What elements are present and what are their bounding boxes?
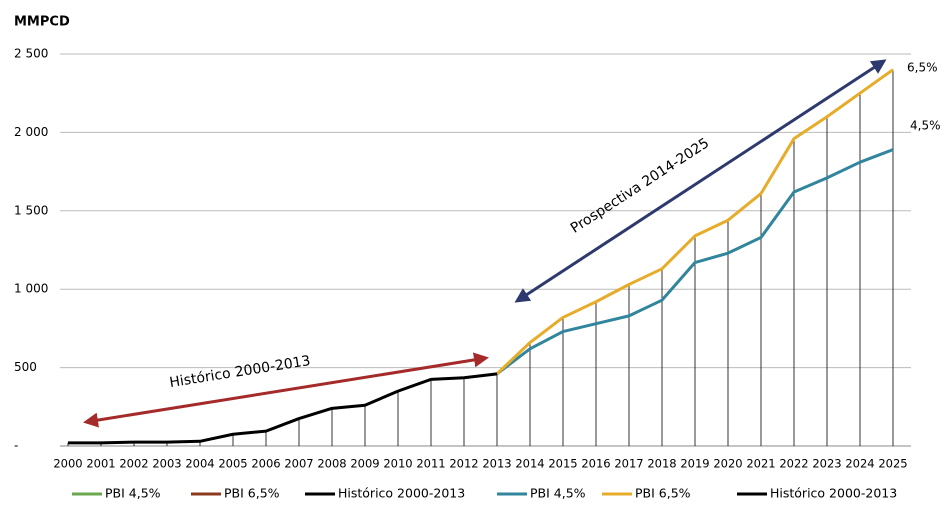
x-tick-label: 2000 (53, 457, 82, 471)
legend-item: Histórico 2000-2013 (737, 486, 897, 501)
x-tick-label: 2010 (383, 457, 412, 471)
x-tick-label: 2021 (746, 457, 775, 471)
x-tick-label: 2019 (680, 457, 709, 471)
x-tick-label: 2020 (713, 457, 742, 471)
x-tick-label: 2004 (185, 457, 214, 471)
legend-label: PBI 6,5% (224, 486, 280, 501)
x-tick-label: 2017 (614, 457, 643, 471)
plot-area: - 500 1 000 1 500 2 000 2 500 2000 2001 2002 2003… (14, 47, 911, 471)
y-tick-label: 1 000 (14, 282, 48, 296)
y-tick-label: 1 500 (14, 203, 48, 217)
x-tick-label: 2015 (548, 457, 577, 471)
legend-item: PBI 4,5% (72, 486, 161, 501)
y-tick-label: - (14, 439, 18, 453)
annotation: 4,5% (910, 119, 941, 133)
legend-item: PBI 4,5% (497, 486, 586, 501)
x-tick-label: 2012 (449, 457, 478, 471)
x-tick-label: 2005 (218, 457, 247, 471)
legend-label: PBI 6,5% (635, 486, 691, 501)
legend-label: PBI 4,5% (530, 486, 586, 501)
arrow (83, 352, 489, 428)
y-tick-label: 2 500 (14, 47, 48, 61)
legend-label: Histórico 2000-2013 (338, 486, 465, 501)
x-tick-label: 2016 (581, 457, 610, 471)
x-tick-label: 2006 (251, 457, 280, 471)
x-tick-label: 2011 (416, 457, 445, 471)
x-tick-label: 2022 (779, 457, 808, 471)
x-tick-label: 2013 (482, 457, 511, 471)
series-line (68, 372, 498, 445)
x-tick-label: 2001 (86, 457, 115, 471)
arrow (514, 59, 887, 303)
x-tick-label: 2025 (878, 457, 907, 471)
legend-label: Histórico 2000-2013 (770, 486, 897, 501)
y-tick-label: 2 000 (14, 125, 48, 139)
x-tick-label: 2009 (350, 457, 379, 471)
legend-item: PBI 6,5% (191, 486, 280, 501)
annotation: 6,5% (907, 61, 938, 75)
x-tick-label: 2014 (515, 457, 544, 471)
legend-item: Histórico 2000-2013 (305, 486, 465, 501)
x-tick-label: 2023 (812, 457, 841, 471)
legend-label: PBI 4,5% (105, 486, 161, 501)
x-tick-label: 2018 (647, 457, 676, 471)
legend-item: PBI 6,5% (602, 486, 691, 501)
x-tick-label: 2007 (284, 457, 313, 471)
x-tick-label: 2003 (152, 457, 181, 471)
annotation: Histórico 2000-2013 (168, 353, 311, 391)
y-tick-label: 500 (14, 360, 37, 374)
x-tick-label: 2002 (119, 457, 148, 471)
x-tick-label: 2008 (317, 457, 346, 471)
x-tick-label: 2024 (845, 457, 874, 471)
y-axis-label: MMPCD (14, 15, 70, 30)
